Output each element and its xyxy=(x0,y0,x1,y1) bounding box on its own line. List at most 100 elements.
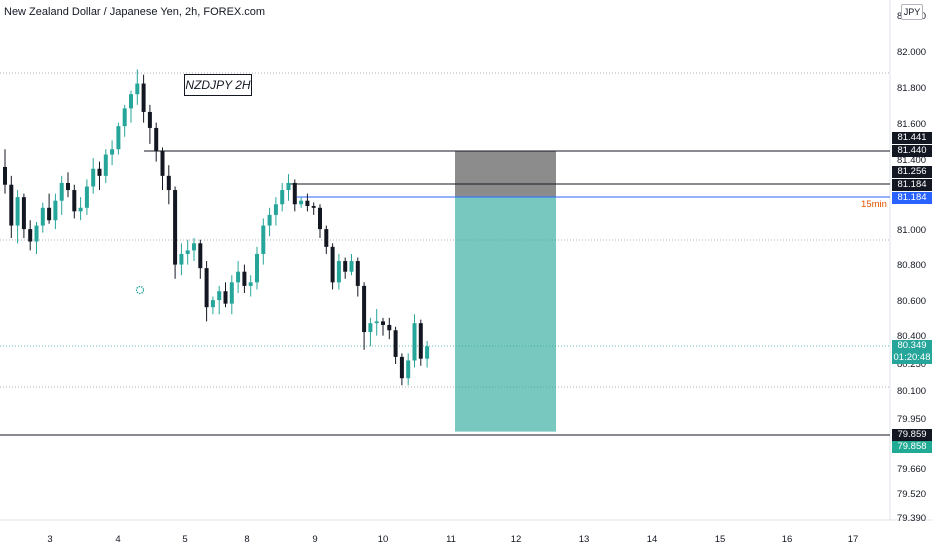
price-tag-target-2: 79.858 xyxy=(892,441,932,453)
candle-body xyxy=(223,291,228,304)
price-axis-label: 80.250 xyxy=(897,359,926,370)
price-axis-label: 80.400 xyxy=(897,331,926,342)
candle-body xyxy=(324,229,329,247)
price-tag-target: 79.859 xyxy=(892,429,932,441)
candle-body xyxy=(154,127,159,151)
candle-body xyxy=(9,184,14,226)
price-axis-label: 81.000 xyxy=(897,225,926,236)
candle-body xyxy=(173,190,178,265)
price-axis-label: 81.800 xyxy=(897,83,926,94)
candle-body xyxy=(103,154,108,176)
candle-body xyxy=(229,282,234,304)
candle-body xyxy=(412,323,417,361)
candle-body xyxy=(110,149,115,155)
candle-body xyxy=(255,253,259,283)
candle-body xyxy=(217,291,222,301)
candle-body xyxy=(393,330,398,357)
candle-body xyxy=(381,321,385,325)
price-axis-label: 80.600 xyxy=(897,296,926,307)
candle-body xyxy=(198,243,203,269)
time-axis-label: 11 xyxy=(446,534,456,545)
candle-body xyxy=(147,111,152,128)
time-axis-label: 9 xyxy=(312,534,317,545)
price-axis-label: 79.950 xyxy=(897,414,926,425)
price-tag-entry-low: 81.184 xyxy=(892,179,932,191)
price-axis-label: 81.600 xyxy=(897,119,926,130)
candle-body xyxy=(425,346,430,359)
price-axis-label: 80.100 xyxy=(897,386,926,397)
candle-body xyxy=(15,197,20,226)
price-tag-current: 80.349 xyxy=(892,340,932,352)
candle-body xyxy=(91,168,96,187)
chart-annotation[interactable]: NZDJPY 2H xyxy=(184,74,252,96)
time-axis-label: 12 xyxy=(511,534,522,545)
time-axis-label: 17 xyxy=(848,534,859,545)
price-tag-stop-line: 81.440 xyxy=(892,145,932,157)
time-axis-label: 13 xyxy=(579,534,590,545)
candle-body xyxy=(40,207,45,226)
candle-body xyxy=(122,108,127,127)
price-axis-label: 80.800 xyxy=(897,260,926,271)
candle-body xyxy=(59,182,64,201)
candle-body xyxy=(21,197,26,230)
candle-body xyxy=(28,229,33,242)
candle-body xyxy=(210,300,215,308)
candle-body xyxy=(242,271,247,286)
price-tag-countdown: 01:20:48 xyxy=(892,352,932,364)
candle-body xyxy=(135,83,140,95)
position-stop-zone xyxy=(455,151,556,197)
candle-body xyxy=(66,182,70,191)
signal-marker-icon xyxy=(135,285,145,295)
candle-body xyxy=(330,246,335,283)
price-axis-label: 81.400 xyxy=(897,155,926,166)
candle-body xyxy=(53,200,58,221)
candle-body xyxy=(185,250,190,254)
position-target-zone xyxy=(455,196,556,432)
candle-body xyxy=(129,94,133,109)
candle-body xyxy=(236,271,241,283)
candle-body xyxy=(368,323,373,333)
candle-body xyxy=(399,356,404,379)
time-axis-label: 10 xyxy=(378,534,389,545)
candle-body xyxy=(318,207,322,230)
candle-body xyxy=(406,360,411,379)
symbol-title: New Zealand Dollar / Japanese Yen, 2h, F… xyxy=(4,6,266,18)
price-tag-entry-high: 81.256 xyxy=(892,166,932,178)
price-tag-stop: 81.441 xyxy=(892,132,932,144)
candle-body xyxy=(179,253,184,265)
candle-body xyxy=(84,186,89,208)
price-axis-label: 82.000 xyxy=(897,47,926,58)
candle-body xyxy=(280,190,285,205)
time-axis-label: 3 xyxy=(47,534,52,545)
candle-body xyxy=(192,243,196,251)
price-tag-blue-line: 81.184 xyxy=(892,192,932,204)
time-axis-label: 5 xyxy=(182,534,187,545)
candle-body xyxy=(355,261,360,286)
candle-body xyxy=(47,207,52,221)
candle-body xyxy=(292,182,297,205)
candle-body xyxy=(3,166,7,185)
candle-body xyxy=(299,200,304,205)
candle-body xyxy=(72,190,77,212)
candle-body xyxy=(160,151,165,176)
price-axis-label: 79.660 xyxy=(897,464,926,475)
candle-body xyxy=(97,168,102,176)
candle-body xyxy=(374,321,379,324)
candle-body xyxy=(141,83,146,112)
candle-body xyxy=(78,207,83,212)
time-axis-label: 15 xyxy=(715,534,726,545)
candle-body xyxy=(343,261,348,272)
candle-body xyxy=(267,214,272,226)
time-axis-label: 16 xyxy=(782,534,793,545)
currency-badge[interactable]: JPY xyxy=(901,4,923,20)
candle-body xyxy=(311,206,316,208)
candle-body xyxy=(286,182,291,191)
time-axis-label: 8 xyxy=(244,534,249,545)
price-axis-label: 79.520 xyxy=(897,489,926,500)
candle-body xyxy=(305,200,310,207)
candle-body xyxy=(248,282,253,286)
candle-body xyxy=(349,261,354,272)
time-axis-label: 14 xyxy=(647,534,658,545)
